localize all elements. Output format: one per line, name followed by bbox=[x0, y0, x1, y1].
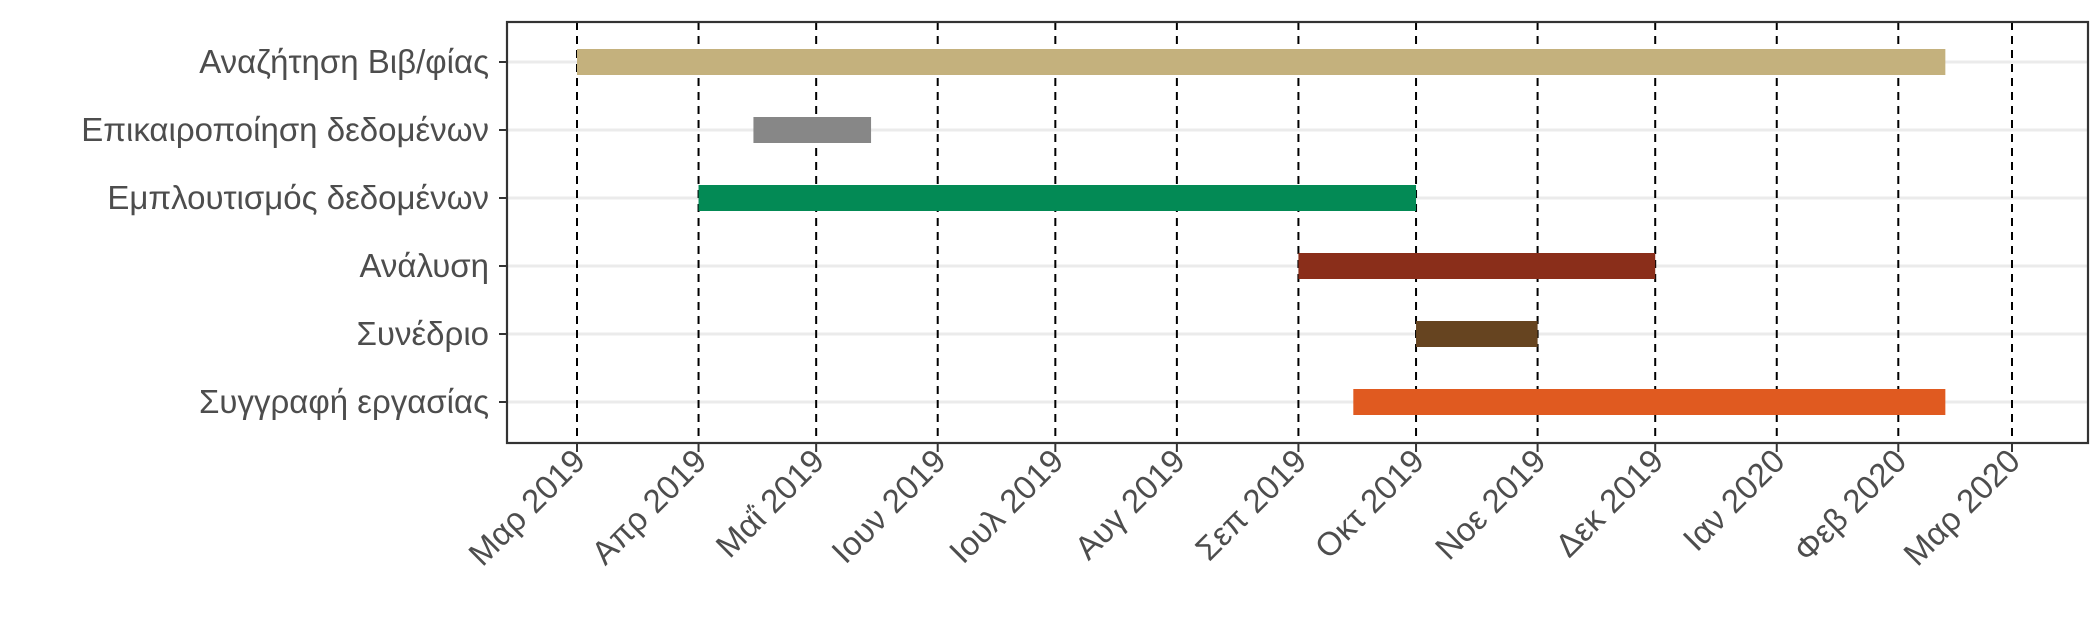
task-bar bbox=[1353, 389, 1946, 415]
y-axis-labels: Αναζήτηση Βιβ/φίας Επικαιροποίηση δεδομέν… bbox=[81, 43, 507, 420]
x-tick-label: Φεβ 2020 bbox=[1786, 442, 1913, 569]
task-bar bbox=[1298, 253, 1656, 279]
grid-layer bbox=[507, 22, 2088, 443]
x-tick-label: Μαΐ 2019 bbox=[708, 442, 831, 565]
bar-layer bbox=[577, 49, 1946, 415]
task-label: Εμπλουτισμός δεδομένων bbox=[107, 179, 489, 216]
task-label: Συγγραφή εργασίας bbox=[199, 383, 489, 420]
x-tick-label: Σεπ 2019 bbox=[1188, 442, 1313, 567]
x-tick-label: Νοε 2019 bbox=[1428, 442, 1553, 567]
x-tick-label: Ιαν 2020 bbox=[1676, 442, 1792, 558]
x-tick-label: Απρ 2019 bbox=[584, 442, 714, 572]
x-tick-label: Αυγ 2019 bbox=[1067, 442, 1192, 567]
task-label: Ανάλυση bbox=[360, 247, 489, 284]
task-bar bbox=[1416, 321, 1538, 347]
task-label: Αναζήτηση Βιβ/φίας bbox=[199, 43, 489, 80]
x-tick-label: Μαρ 2019 bbox=[461, 442, 592, 573]
task-label: Επικαιροποίηση δεδομένων bbox=[81, 111, 489, 148]
x-tick-label: Μαρ 2020 bbox=[1896, 442, 2027, 573]
task-bar bbox=[698, 185, 1417, 211]
x-tick-label: Δεκ 2019 bbox=[1548, 442, 1670, 564]
x-tick-label: Ιουν 2019 bbox=[824, 442, 952, 570]
task-bar bbox=[753, 117, 872, 143]
x-tick-label: Ιουλ 2019 bbox=[942, 442, 1070, 570]
x-tick-label: Οκτ 2019 bbox=[1307, 442, 1431, 566]
task-bar bbox=[577, 49, 1946, 75]
task-label: Συνέδριο bbox=[357, 315, 489, 352]
